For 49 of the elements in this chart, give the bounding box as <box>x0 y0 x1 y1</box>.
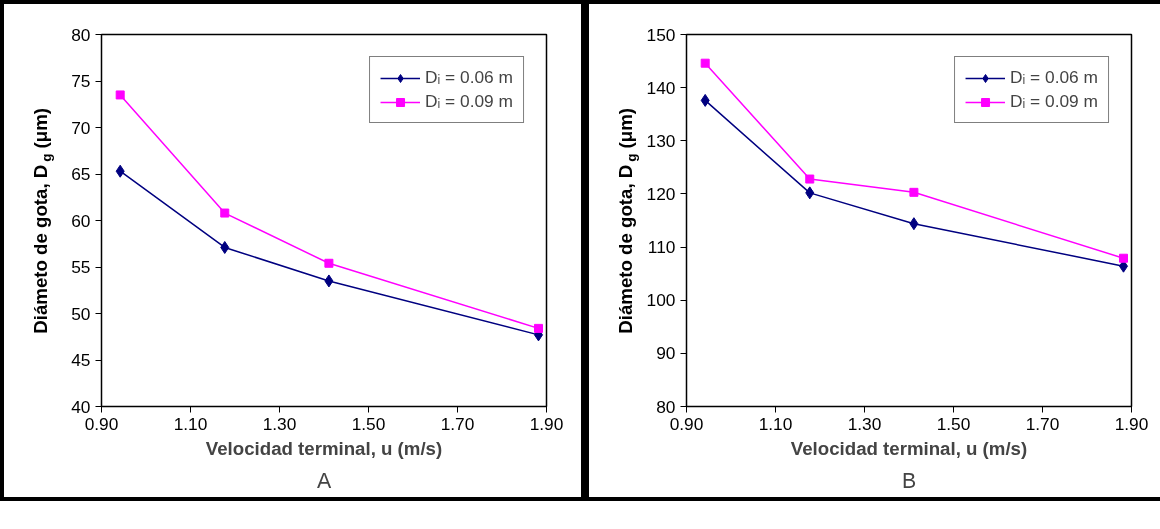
point <box>115 90 125 100</box>
x-axis-title: Velocidad terminal, u (m/s) <box>790 437 1028 459</box>
x-tick-label: 1.50 <box>936 413 971 434</box>
legend-label: Dᵢ = 0.09 m <box>1010 91 1098 112</box>
y-tick-label: 110 <box>647 237 676 258</box>
point <box>909 187 919 197</box>
y-tick-label: 75 <box>71 71 91 91</box>
point <box>805 186 815 200</box>
point <box>700 93 710 107</box>
y-tick-label: 55 <box>71 257 91 277</box>
point <box>324 258 334 268</box>
y-tick-label: 100 <box>646 290 676 311</box>
y-axis-title: Diámeto de gota, Dg (μm) <box>615 108 639 334</box>
x-tick-label: 1.70 <box>440 413 475 434</box>
y-tick-label: 60 <box>71 210 91 231</box>
legend-label: Dᵢ = 0.06 m <box>1010 67 1098 88</box>
legend-label: Dᵢ = 0.09 m <box>425 91 513 112</box>
y-tick-label: 90 <box>656 343 676 364</box>
y-tick-label: 150 <box>646 24 676 45</box>
x-tick-label: 1.90 <box>1114 413 1149 434</box>
point <box>220 240 230 254</box>
text: A <box>316 468 332 493</box>
y-tick-label: 80 <box>71 24 91 45</box>
x-tick-label: 1.70 <box>1025 413 1060 434</box>
x-tick-label: 1.30 <box>262 413 297 434</box>
y-axis-title: Diámeto de gota, Dg (μm) <box>30 108 54 334</box>
point <box>805 174 815 184</box>
point <box>1118 253 1128 263</box>
point <box>700 58 710 68</box>
text: B <box>901 468 917 493</box>
point <box>324 274 334 288</box>
x-axis-title: Velocidad terminal, u (m/s) <box>205 437 443 459</box>
point <box>115 164 125 178</box>
y-tick-label: 140 <box>646 77 676 98</box>
x-tick-label: 1.30 <box>847 413 882 434</box>
y-tick-label: 65 <box>71 164 91 184</box>
x-tick-label: 1.10 <box>758 413 793 434</box>
point <box>220 208 230 218</box>
y-tick-label: 70 <box>71 117 91 138</box>
point <box>909 217 919 231</box>
x-tick-label: 1.50 <box>351 413 386 434</box>
y-tick-label: 50 <box>71 303 91 324</box>
y-tick-label: 120 <box>646 183 676 204</box>
point <box>533 323 543 333</box>
y-tick-label: 45 <box>71 350 91 370</box>
y-tick-label: 130 <box>646 130 676 151</box>
x-tick-label: 1.10 <box>173 413 208 434</box>
x-tick-label: 1.90 <box>529 413 564 434</box>
legend-label: Dᵢ = 0.06 m <box>425 67 513 88</box>
